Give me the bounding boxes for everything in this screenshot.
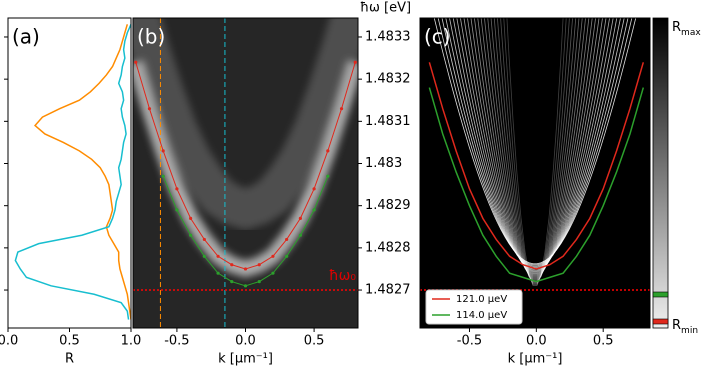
data-point [326,149,330,153]
mode-curve [437,18,633,266]
plot-area [14,24,131,320]
mode-curve [500,18,570,285]
data-point [339,107,344,111]
data-point [134,60,138,64]
mode-curve [473,18,597,277]
data-point [285,254,289,258]
axes-frame [419,17,651,329]
colorbar-marker [652,318,669,325]
legend-label: 114.0 μeV [456,310,507,321]
data-point [230,280,234,284]
plot-area [420,18,650,328]
panel-label: (a) [12,25,40,49]
data-point [175,208,179,212]
colorbar-min-label: Rmin [672,318,698,336]
mode-curve [506,18,564,286]
mode-curve [456,18,614,271]
mode-curve [477,18,593,278]
x-tick-label: -0.5 [457,334,482,349]
mode-curve [470,18,600,276]
y-tick-label: 1.4833 [365,29,411,44]
series-line [14,24,131,320]
x-axis-label: k [μm⁻¹] [218,352,273,367]
data-point [202,254,206,258]
data-point [312,187,316,191]
y-tick-label: 1.4827 [365,283,411,298]
x-tick-label: 0.0 [526,334,547,349]
x-tick-label: 0.5 [59,334,80,349]
y-tick-label: 1.4831 [365,114,411,129]
data-point [271,254,275,258]
mode-curve [441,18,629,267]
y-tick-label: 1.4828 [365,240,411,255]
data-point [312,208,316,212]
data-point [175,187,179,191]
x-tick-label: 0.0 [0,334,18,349]
x-tick-label: 0.5 [304,334,325,349]
data-point [216,254,220,258]
mode-curve [480,18,590,279]
colorbar-marker [652,291,669,298]
colorbar-max-label: Rmax [672,20,701,38]
x-tick-label: -0.5 [164,334,189,349]
data-point [230,263,234,267]
x-axis-label: R [65,352,74,367]
data-point [189,233,193,237]
data-point [161,149,165,153]
annotation: ħω₀ [329,268,356,284]
label-sub: max [681,28,701,38]
axes-frame [7,17,132,329]
panel-label: (b) [137,25,165,49]
data-point [257,263,261,267]
mode-curve [467,18,603,274]
x-axis-label: k [μm⁻¹] [508,352,563,367]
mode-curve [433,18,637,265]
data-point [326,174,330,178]
plot-area [133,18,358,328]
mode-curve [487,18,583,281]
series-line [428,87,645,283]
mode-curve [445,18,625,268]
series-line [428,62,645,270]
series-line [33,24,131,320]
data-point [353,60,357,64]
x-tick-label: 1.0 [121,334,142,349]
data-point [298,216,302,220]
label-sub: min [681,326,698,336]
data-point [257,280,261,284]
panel-label: (c) [424,25,451,49]
data-point [243,284,248,288]
image-glow [133,18,358,230]
y-tick-label: 1.483 [365,156,402,171]
mode-curve [497,18,573,284]
y-tick-label: 1.4832 [365,72,411,87]
x-tick-label: 0.0 [235,334,256,349]
label: R [672,318,681,333]
data-point [271,271,275,275]
mode-curve [484,18,586,280]
data-point [161,174,165,178]
x-tick-label: 0.5 [593,334,614,349]
mode-curve [503,18,567,286]
y-tick-label: 1.4829 [365,198,411,213]
data-point [147,107,152,111]
y-axis-label: ħω [eV] [360,1,411,16]
data-point [202,237,206,242]
legend-label: 121.0 μeV [456,294,507,305]
data-point [285,237,289,242]
data-point [189,216,193,220]
mode-curve [463,18,607,273]
colorbar [652,17,669,329]
label: R [672,20,681,35]
image-background [420,18,650,328]
data-point [298,233,302,237]
mode-curve [460,18,610,272]
data-point [216,271,220,275]
data-point [243,267,248,271]
